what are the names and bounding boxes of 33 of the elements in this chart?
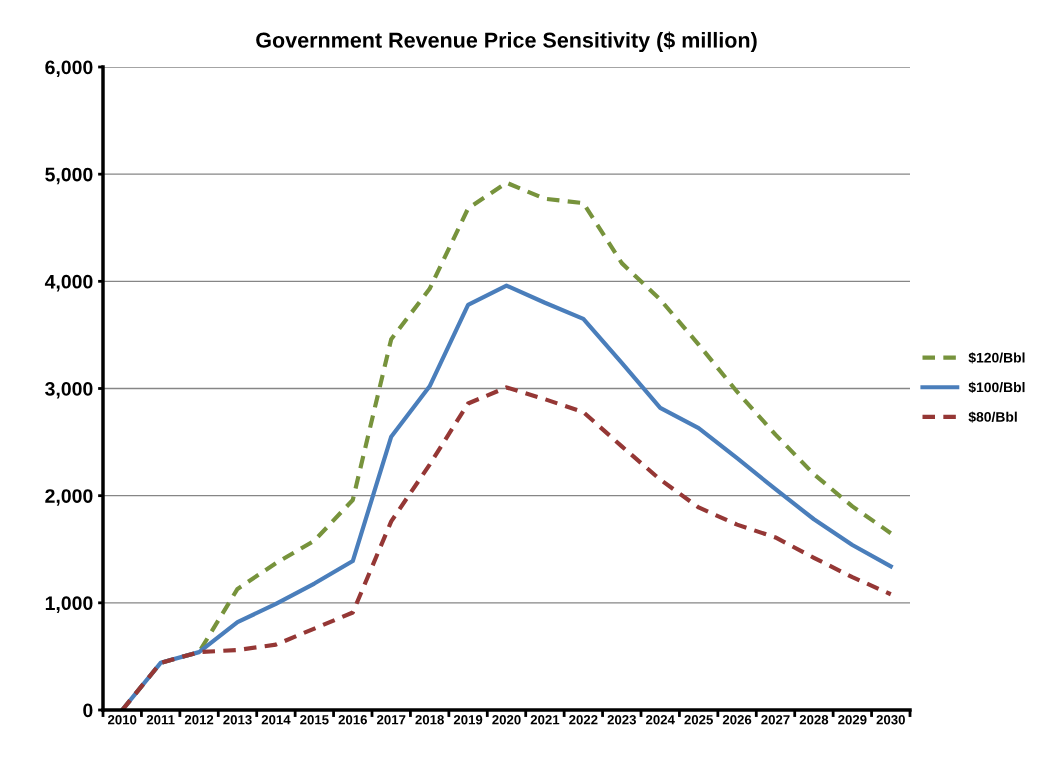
legend-label: $100/Bbl: [968, 381, 1025, 394]
legend-label: $120/Bbl: [968, 352, 1025, 364]
y-tick-label: 1,000: [45, 596, 93, 613]
y-tick-label: 4,000: [44, 274, 93, 292]
x-tick-label: 2016: [338, 715, 367, 725]
x-tick-label: 2014: [261, 715, 291, 725]
x-tick-label: 2025: [684, 715, 713, 725]
x-tick-label: 2019: [453, 715, 483, 725]
legend-label: $80/Bbl: [968, 411, 1017, 423]
x-tick-label: 2029: [838, 715, 867, 725]
x-tick-label: 2015: [300, 715, 329, 725]
x-tick-label: 2020: [492, 715, 521, 725]
x-tick-label: 2030: [876, 715, 905, 725]
line-series: [120, 385, 893, 710]
x-tick-label: 2018: [415, 715, 444, 725]
y-tick-label: 6,000: [45, 60, 93, 78]
chart-title: Government Revenue Price Sensitivity ($ million): [256, 31, 757, 53]
x-tick-label: 2013: [223, 715, 252, 725]
x-tick-label: 2010: [108, 715, 137, 725]
x-tick-label: 2022: [569, 715, 598, 725]
x-tick-label: 2017: [377, 715, 406, 725]
y-tick-label: 5,000: [45, 167, 93, 185]
x-tick-label: 2027: [761, 715, 790, 725]
y-tick-label: 3,000: [45, 381, 93, 399]
x-tick-label: 2011: [146, 715, 175, 725]
x-tick-label: 2012: [184, 715, 214, 725]
x-tick-label: 2028: [799, 715, 829, 725]
y-tick-label: 2,000: [45, 489, 93, 506]
y-tick-label: 0: [83, 703, 93, 718]
x-tick-label: 2021: [530, 715, 560, 725]
x-tick-label: 2026: [722, 715, 752, 725]
x-tick-label: 2023: [607, 715, 636, 725]
x-tick-label: 2024: [646, 715, 675, 725]
